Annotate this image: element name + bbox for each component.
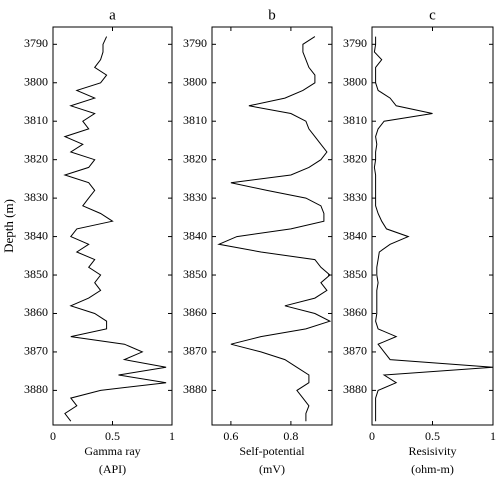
panel-title: a [109,7,116,23]
y-tick-label: 3880 [183,382,207,396]
x-tick-label: 0.5 [105,429,120,443]
x-axis-label: (ohm-m) [411,462,454,476]
y-tick-label: 3840 [343,228,367,242]
x-tick-label: 0.5 [425,429,440,443]
y-tick-label: 3850 [183,267,207,281]
y-tick-label: 3820 [343,151,367,165]
y-tick-label: 3860 [343,305,367,319]
y-tick-label: 3830 [343,190,367,204]
y-tick-label: 3850 [24,267,48,281]
y-tick-label: 3790 [183,36,207,50]
y-tick-label: 3870 [24,344,48,358]
y-tick-label: 3820 [183,151,207,165]
y-tick-label: 3790 [343,36,367,50]
y-tick-label: 3860 [24,305,48,319]
x-axis-label: Resisivity [408,444,456,458]
x-tick-label: 0 [50,429,56,443]
x-tick-label: 0.6 [223,429,238,443]
plot-frame [371,26,494,426]
x-tick-label: 0 [369,429,375,443]
y-tick-label: 3860 [183,305,207,319]
x-tick-label: 1 [169,429,175,443]
y-tick-label: 3830 [24,190,48,204]
y-tick-label: 3800 [24,75,48,89]
y-tick-label: 3870 [183,344,207,358]
x-axis-label: Self-potential [239,444,305,458]
plot-frame [211,26,333,426]
y-tick-label: 3880 [343,382,367,396]
y-tick-label: 3810 [183,113,207,127]
x-tick-label: 0.8 [283,429,298,443]
log-curve [217,36,332,422]
panel-title: c [429,7,436,23]
y-tick-label: 3800 [343,75,367,89]
y-tick-label: 3850 [343,267,367,281]
y-tick-label: 3840 [24,228,48,242]
y-tick-label: 3830 [183,190,207,204]
x-axis-label: (mV) [259,462,285,476]
y-tick-label: 3820 [24,151,48,165]
y-tick-label: 3810 [343,113,367,127]
y-tick-label: 3790 [24,36,48,50]
y-tick-label: 3810 [24,113,48,127]
y-tick-label: 3800 [183,75,207,89]
y-axis-label: Depth (m) [1,199,16,253]
y-tick-label: 3840 [183,228,207,242]
y-tick-label: 3880 [24,382,48,396]
panel-title: b [268,7,276,23]
x-axis-label: (API) [99,462,126,476]
x-axis-label: Gamma ray [84,444,140,458]
log-curve [63,36,167,422]
x-tick-label: 1 [490,429,496,443]
y-tick-label: 3870 [343,344,367,358]
log-curve [373,36,494,422]
